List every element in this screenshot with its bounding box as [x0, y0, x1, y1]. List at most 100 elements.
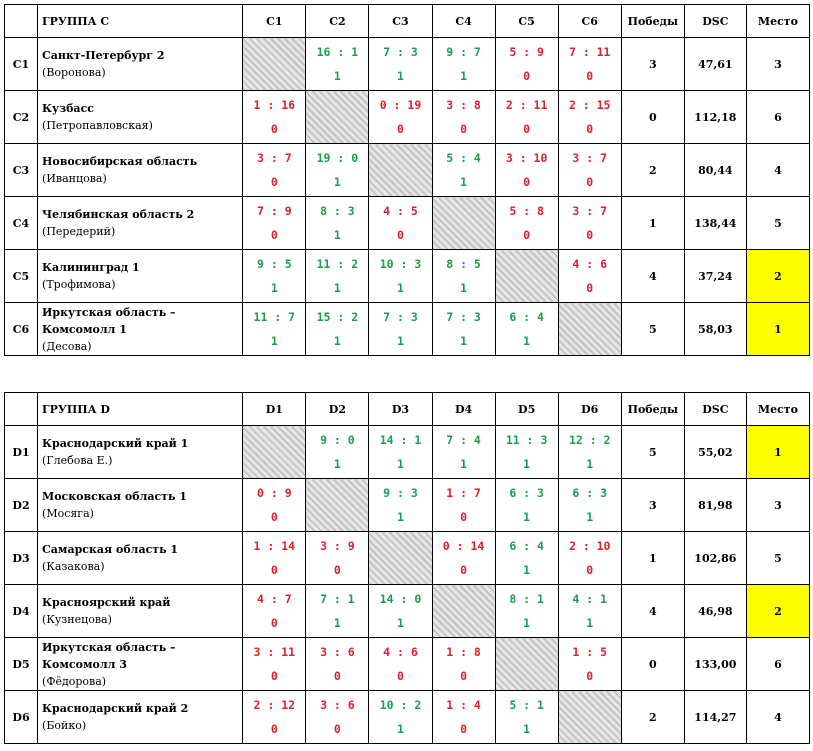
match-result: 7 : 3 1: [369, 38, 432, 91]
match-score: 9 : 7: [433, 40, 495, 64]
place-value: 6: [746, 638, 809, 691]
column-header: D4: [432, 393, 495, 426]
match-score: 19 : 0: [306, 146, 368, 170]
match-score: 7 : 3: [369, 305, 431, 329]
team-code: D2: [5, 479, 38, 532]
match-score: 6 : 3: [559, 481, 621, 505]
match-score: 9 : 0: [306, 428, 368, 452]
dsc-value: 112,18: [684, 91, 746, 144]
match-result: 14 : 0 1: [369, 585, 432, 638]
match-result: 6 : 4 1: [495, 303, 558, 356]
match-point: 1: [496, 717, 558, 741]
corner-cell: [5, 393, 38, 426]
team-name: Калининград 1: [42, 259, 242, 276]
team-code: C6: [5, 303, 38, 356]
match-score: 0 : 14: [433, 534, 495, 558]
match-point: 0: [559, 64, 621, 88]
match-point: 0: [496, 64, 558, 88]
match-point: 1: [369, 505, 431, 529]
place-value: 6: [746, 91, 809, 144]
team-cell: Красноярский край (Кузнецова): [38, 585, 243, 638]
match-point: 0: [496, 170, 558, 194]
column-header: D2: [306, 393, 369, 426]
place-value: 2: [746, 585, 809, 638]
match-score: 3 : 11: [243, 640, 305, 664]
match-point: 0: [559, 276, 621, 300]
match-score: 8 : 5: [433, 252, 495, 276]
self-match-cell: [495, 638, 558, 691]
dsc-value: 81,98: [684, 479, 746, 532]
match-score: 12 : 2: [559, 428, 621, 452]
match-result: 11 : 2 1: [306, 250, 369, 303]
wins-count: 1: [621, 532, 684, 585]
match-score: 7 : 1: [306, 587, 368, 611]
match-score: 1 : 4: [433, 693, 495, 717]
match-result: 8 : 3 1: [306, 197, 369, 250]
team-coach: (Иванцова): [42, 170, 242, 187]
column-header: C2: [306, 5, 369, 38]
match-score: 1 : 5: [559, 640, 621, 664]
header-row: ГРУППА D D1 D2 D3 D4 D5 D6 Победы DSC Место: [5, 393, 810, 426]
dsc-value: 55,02: [684, 426, 746, 479]
dsc-value: 114,27: [684, 691, 746, 744]
place-value: 1: [746, 303, 809, 356]
match-result: 5 : 1 1: [495, 691, 558, 744]
dsc-value: 102,86: [684, 532, 746, 585]
match-result: 1 : 7 0: [432, 479, 495, 532]
wins-count: 1: [621, 197, 684, 250]
team-cell: Краснодарский край 2 (Бойко): [38, 691, 243, 744]
match-score: 10 : 2: [369, 693, 431, 717]
match-score: 7 : 9: [243, 199, 305, 223]
column-header: D1: [243, 393, 306, 426]
match-point: 0: [369, 664, 431, 688]
match-result: 6 : 3 1: [558, 479, 621, 532]
match-point: 1: [306, 611, 368, 635]
dsc-value: 37,24: [684, 250, 746, 303]
team-cell: Челябинская область 2 (Передерий): [38, 197, 243, 250]
match-point: 1: [306, 452, 368, 476]
match-point: 0: [306, 664, 368, 688]
match-point: 1: [433, 276, 495, 300]
team-coach: (Фёдорова): [42, 673, 242, 690]
match-score: 5 : 4: [433, 146, 495, 170]
place-value: 4: [746, 691, 809, 744]
match-point: 0: [559, 558, 621, 582]
match-point: 0: [243, 717, 305, 741]
team-cell: Санкт-Петербург 2 (Воронова): [38, 38, 243, 91]
match-score: 3 : 8: [433, 93, 495, 117]
match-result: 2 : 12 0: [243, 691, 306, 744]
match-result: 12 : 2 1: [558, 426, 621, 479]
match-result: 2 : 10 0: [558, 532, 621, 585]
match-score: 3 : 7: [243, 146, 305, 170]
match-point: 1: [369, 452, 431, 476]
match-result: 3 : 7 0: [558, 197, 621, 250]
team-code: D3: [5, 532, 38, 585]
match-score: 4 : 6: [369, 640, 431, 664]
team-coach: (Бойко): [42, 717, 242, 734]
match-score: 2 : 11: [496, 93, 558, 117]
team-cell: Краснодарский край 1 (Глебова Е.): [38, 426, 243, 479]
match-result: 3 : 8 0: [432, 91, 495, 144]
self-match-cell: [558, 691, 621, 744]
match-score: 2 : 12: [243, 693, 305, 717]
column-header: D5: [495, 393, 558, 426]
match-score: 7 : 3: [369, 40, 431, 64]
match-result: 7 : 3 1: [432, 303, 495, 356]
match-point: 1: [369, 276, 431, 300]
team-row: D6 Краснодарский край 2 (Бойко) 2 : 12 0 3 : …: [5, 691, 810, 744]
match-result: 10 : 2 1: [369, 691, 432, 744]
match-point: 1: [369, 611, 431, 635]
team-code: C1: [5, 38, 38, 91]
place-value: 5: [746, 532, 809, 585]
match-score: 4 : 5: [369, 199, 431, 223]
match-result: 10 : 3 1: [369, 250, 432, 303]
match-point: 1: [243, 329, 305, 353]
match-point: 1: [559, 611, 621, 635]
match-score: 1 : 14: [243, 534, 305, 558]
group-c-table: ГРУППА C C1 C2 C3 C4 C5 C6 Победы DSC Место C1 Санк…: [4, 4, 810, 356]
match-point: 0: [433, 558, 495, 582]
match-point: 1: [306, 329, 368, 353]
match-result: 1 : 16 0: [243, 91, 306, 144]
self-match-cell: [495, 250, 558, 303]
team-code: D1: [5, 426, 38, 479]
